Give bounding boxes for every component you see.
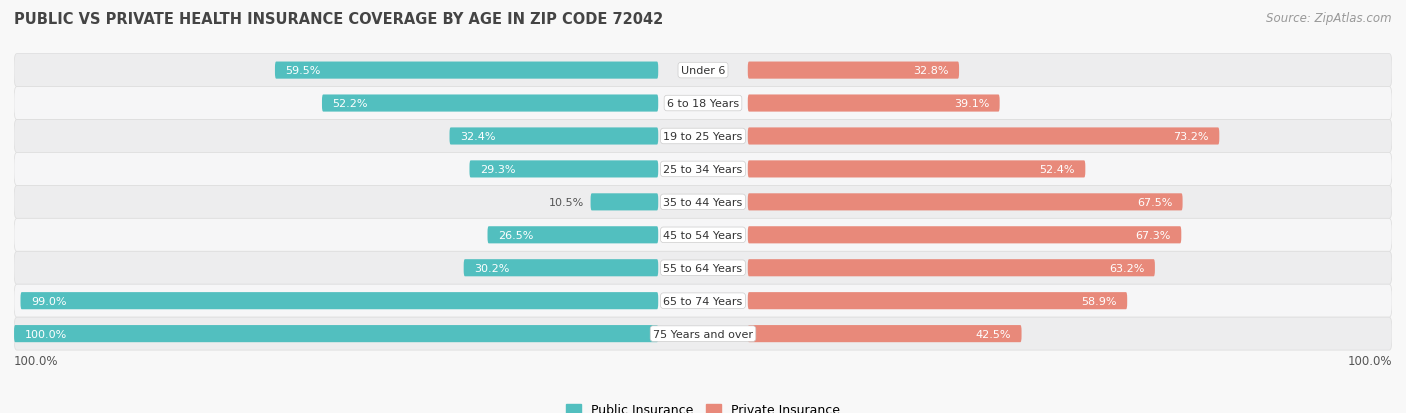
FancyBboxPatch shape xyxy=(450,128,658,145)
Text: 52.2%: 52.2% xyxy=(332,99,368,109)
FancyBboxPatch shape xyxy=(748,95,1000,112)
Text: 25 to 34 Years: 25 to 34 Years xyxy=(664,164,742,175)
FancyBboxPatch shape xyxy=(748,227,1181,244)
Text: 29.3%: 29.3% xyxy=(479,164,516,175)
FancyBboxPatch shape xyxy=(14,55,1392,88)
Text: 35 to 44 Years: 35 to 44 Years xyxy=(664,197,742,207)
Text: 55 to 64 Years: 55 to 64 Years xyxy=(664,263,742,273)
FancyBboxPatch shape xyxy=(488,227,658,244)
FancyBboxPatch shape xyxy=(14,88,1392,120)
Text: 65 to 74 Years: 65 to 74 Years xyxy=(664,296,742,306)
Text: Source: ZipAtlas.com: Source: ZipAtlas.com xyxy=(1267,12,1392,25)
FancyBboxPatch shape xyxy=(748,259,1154,277)
Text: 58.9%: 58.9% xyxy=(1081,296,1116,306)
FancyBboxPatch shape xyxy=(591,194,658,211)
Text: 32.4%: 32.4% xyxy=(460,132,495,142)
Text: 100.0%: 100.0% xyxy=(14,354,59,367)
FancyBboxPatch shape xyxy=(470,161,658,178)
Text: PUBLIC VS PRIVATE HEALTH INSURANCE COVERAGE BY AGE IN ZIP CODE 72042: PUBLIC VS PRIVATE HEALTH INSURANCE COVER… xyxy=(14,12,664,27)
FancyBboxPatch shape xyxy=(14,219,1392,252)
Text: 19 to 25 Years: 19 to 25 Years xyxy=(664,132,742,142)
Text: 10.5%: 10.5% xyxy=(548,197,583,207)
FancyBboxPatch shape xyxy=(14,317,1392,350)
FancyBboxPatch shape xyxy=(748,62,959,79)
Text: 32.8%: 32.8% xyxy=(914,66,949,76)
Text: 39.1%: 39.1% xyxy=(953,99,990,109)
Text: 99.0%: 99.0% xyxy=(31,296,66,306)
FancyBboxPatch shape xyxy=(748,161,1085,178)
Text: 59.5%: 59.5% xyxy=(285,66,321,76)
FancyBboxPatch shape xyxy=(14,186,1392,219)
FancyBboxPatch shape xyxy=(14,252,1392,285)
FancyBboxPatch shape xyxy=(21,292,658,309)
FancyBboxPatch shape xyxy=(14,120,1392,153)
FancyBboxPatch shape xyxy=(464,259,658,277)
Text: 30.2%: 30.2% xyxy=(474,263,509,273)
Text: 42.5%: 42.5% xyxy=(976,329,1011,339)
FancyBboxPatch shape xyxy=(322,95,658,112)
Text: 67.5%: 67.5% xyxy=(1137,197,1173,207)
Text: 52.4%: 52.4% xyxy=(1039,164,1076,175)
FancyBboxPatch shape xyxy=(14,325,658,342)
Text: 67.3%: 67.3% xyxy=(1136,230,1171,240)
Legend: Public Insurance, Private Insurance: Public Insurance, Private Insurance xyxy=(567,403,839,413)
Text: 45 to 54 Years: 45 to 54 Years xyxy=(664,230,742,240)
FancyBboxPatch shape xyxy=(14,153,1392,186)
FancyBboxPatch shape xyxy=(748,128,1219,145)
Text: 6 to 18 Years: 6 to 18 Years xyxy=(666,99,740,109)
Text: 100.0%: 100.0% xyxy=(1347,354,1392,367)
Text: 100.0%: 100.0% xyxy=(24,329,66,339)
FancyBboxPatch shape xyxy=(748,194,1182,211)
FancyBboxPatch shape xyxy=(748,325,1022,342)
Text: 26.5%: 26.5% xyxy=(498,230,533,240)
Text: Under 6: Under 6 xyxy=(681,66,725,76)
FancyBboxPatch shape xyxy=(14,285,1392,317)
Text: 73.2%: 73.2% xyxy=(1174,132,1209,142)
FancyBboxPatch shape xyxy=(748,292,1128,309)
Text: 75 Years and over: 75 Years and over xyxy=(652,329,754,339)
Text: 63.2%: 63.2% xyxy=(1109,263,1144,273)
FancyBboxPatch shape xyxy=(276,62,658,79)
